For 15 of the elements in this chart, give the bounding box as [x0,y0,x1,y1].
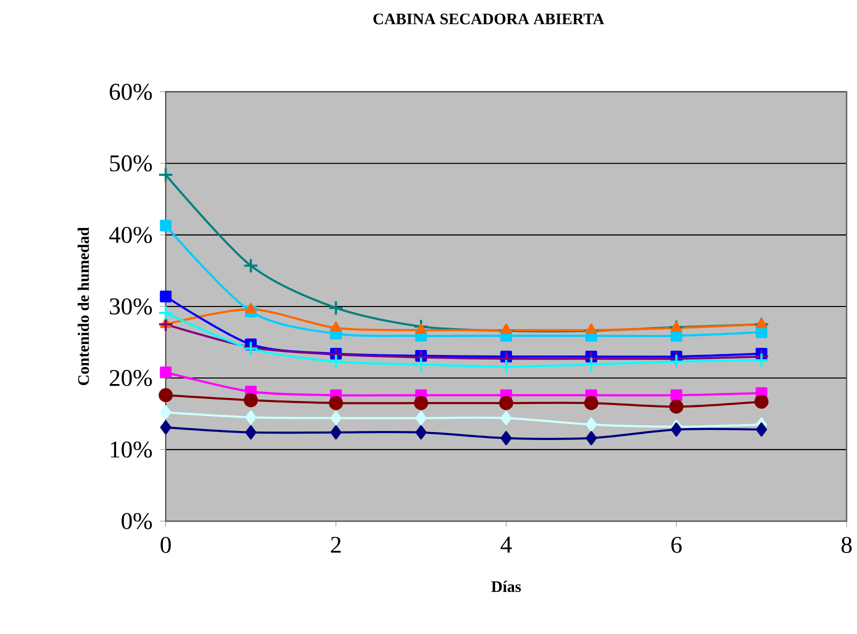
y-axis-title: Contenido de humedad [78,227,89,386]
y-tick-label: 40% [109,226,152,244]
x-axis-title: Días [491,580,521,592]
y-tick-label: 50% [110,155,152,172]
x-tick-label: 8 [842,536,852,554]
y-tick-label: 60% [110,84,152,100]
y-tick-label: 20% [110,370,152,386]
y-tick-label: 10% [110,441,152,458]
y-tick-label: 0% [122,513,152,530]
x-tick-label: 0 [160,536,171,554]
chart-title: CABINA SECADORA ABIERTA [373,14,604,24]
x-tick-label: 6 [671,536,682,553]
y-tick-label: 30% [110,298,152,315]
x-tick-label: 2 [330,536,341,553]
x-tick-label: 4 [500,536,512,553]
